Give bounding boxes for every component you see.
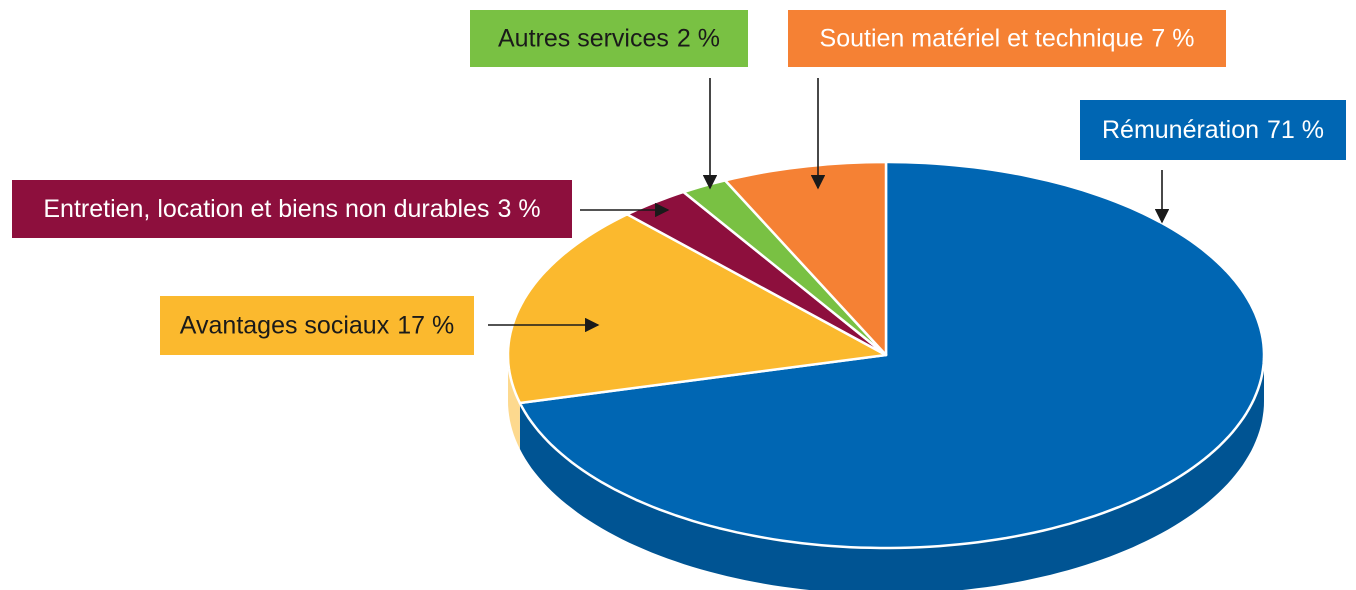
- label: Rémunération 71 %: [1080, 100, 1346, 224]
- category-name: Rémunération: [1102, 116, 1259, 144]
- slice: [625, 190, 888, 357]
- label: Avantages sociaux 17 %: [160, 296, 600, 355]
- label-text: Soutien matériel et technique 7 %: [820, 24, 1195, 52]
- label-box: [1080, 100, 1346, 160]
- category-name: Autres services: [498, 24, 669, 52]
- category-name: Avantages sociaux: [180, 311, 390, 339]
- value-label: 17 %: [397, 311, 454, 339]
- label: Soutien matériel et technique 7 %: [788, 10, 1226, 190]
- category-name: Entretien, location et biens non durable…: [43, 195, 489, 223]
- label: Autres services 2 %: [470, 10, 748, 190]
- label-box: [160, 296, 474, 355]
- label-text: Autres services 2 %: [498, 24, 720, 52]
- labels: Rémunération 71 % Avantages sociaux 17 % Ent…: [12, 10, 1346, 355]
- label-text: Rémunération 71 %: [1102, 116, 1324, 144]
- value-label: 3 %: [498, 195, 541, 223]
- slice: [723, 160, 888, 357]
- slice-side: [508, 355, 520, 449]
- slice: [506, 213, 888, 405]
- value-label: 71 %: [1267, 116, 1324, 144]
- slice: [518, 160, 1266, 550]
- value-label: 2 %: [677, 24, 720, 52]
- slice-side: [519, 355, 1264, 590]
- pie-tops: [506, 160, 1266, 550]
- label-text: Entretien, location et biens non durable…: [43, 195, 540, 223]
- label-box: [470, 10, 748, 67]
- label-box: [12, 180, 572, 238]
- category-name: Soutien matériel et technique: [820, 24, 1144, 52]
- pie-sides: [508, 355, 1264, 590]
- label-text: Avantages sociaux 17 %: [180, 311, 454, 339]
- label-box: [788, 10, 1226, 67]
- label: Entretien, location et biens non durable…: [12, 180, 670, 238]
- value-label: 7 %: [1151, 24, 1194, 52]
